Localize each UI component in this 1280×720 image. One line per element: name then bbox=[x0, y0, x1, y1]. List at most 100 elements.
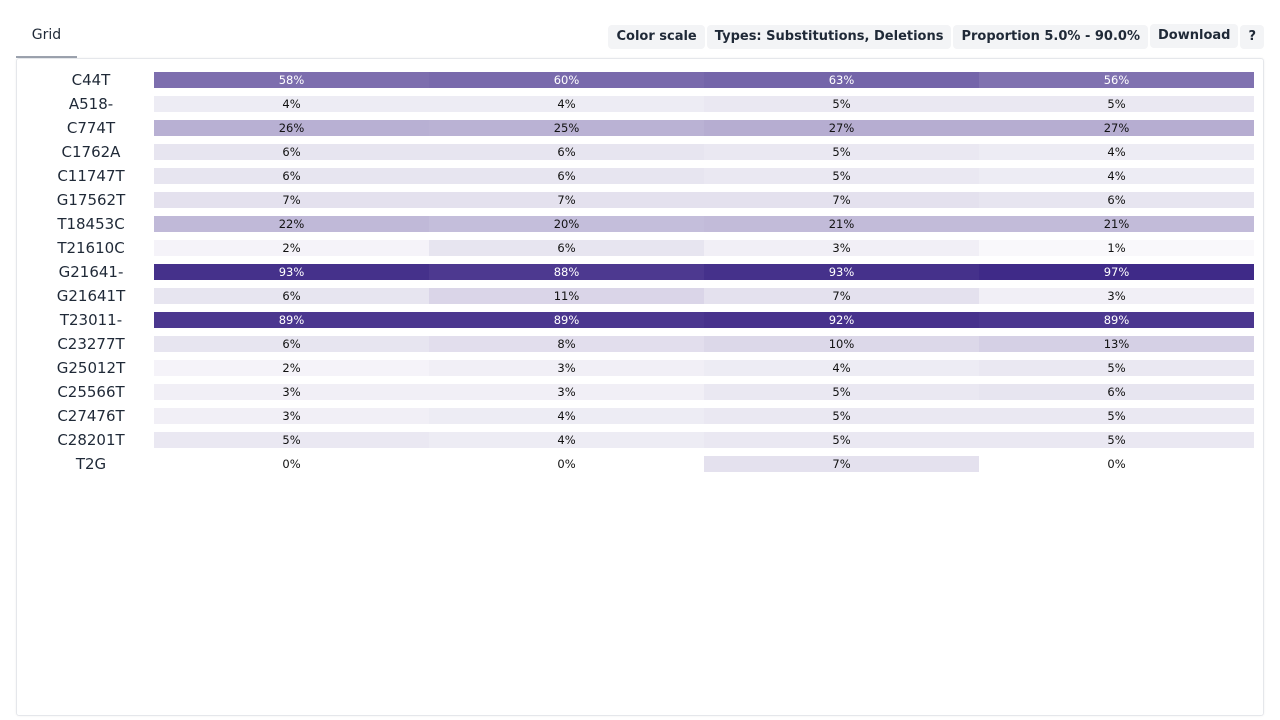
grid-cell[interactable]: 3% bbox=[154, 408, 429, 424]
mutation-label: C11747T bbox=[57, 167, 125, 185]
grid-cell[interactable]: 92% bbox=[704, 312, 979, 328]
grid-cell[interactable]: 4% bbox=[429, 408, 704, 424]
tab-grid[interactable]: Grid bbox=[16, 24, 77, 58]
grid-cell[interactable]: 0% bbox=[979, 456, 1254, 472]
grid-cell[interactable]: 2% bbox=[154, 360, 429, 376]
table-row: T21610C 2% 6% 3% 1% bbox=[17, 237, 1263, 261]
grid-cell[interactable]: 6% bbox=[979, 384, 1254, 400]
grid-cell[interactable]: 89% bbox=[979, 312, 1254, 328]
grid-cell[interactable]: 5% bbox=[979, 96, 1254, 112]
grid-panel: C44T 58% 60% 63% 56% A518- 4% 4% 5% 5% C774T 26% 25%… bbox=[16, 58, 1264, 716]
proportion-filter-button[interactable]: Proportion 5.0% - 90.0% bbox=[953, 25, 1148, 49]
grid-cell[interactable]: 63% bbox=[704, 72, 979, 88]
grid-cell[interactable]: 4% bbox=[979, 168, 1254, 184]
mutation-label: G21641- bbox=[58, 263, 124, 281]
mutation-label: T23011- bbox=[59, 311, 123, 329]
grid-cell[interactable]: 3% bbox=[704, 240, 979, 256]
grid-cell[interactable]: 4% bbox=[429, 96, 704, 112]
mutation-label: C44T bbox=[71, 71, 111, 89]
grid-cell[interactable]: 8% bbox=[429, 336, 704, 352]
grid-cell[interactable]: 58% bbox=[154, 72, 429, 88]
grid-cell[interactable]: 3% bbox=[429, 384, 704, 400]
grid-cell[interactable]: 3% bbox=[154, 384, 429, 400]
grid-cell[interactable]: 5% bbox=[704, 384, 979, 400]
grid-cell[interactable]: 20% bbox=[429, 216, 704, 232]
grid-cell[interactable]: 60% bbox=[429, 72, 704, 88]
table-row: G17562T 7% 7% 7% 6% bbox=[17, 189, 1263, 213]
grid-cell[interactable]: 5% bbox=[154, 432, 429, 448]
grid-cell[interactable]: 27% bbox=[979, 120, 1254, 136]
grid-cell[interactable]: 26% bbox=[154, 120, 429, 136]
grid-cell[interactable]: 22% bbox=[154, 216, 429, 232]
grid-cell[interactable]: 89% bbox=[154, 312, 429, 328]
grid-cell[interactable]: 4% bbox=[979, 144, 1254, 160]
grid-cell[interactable]: 4% bbox=[154, 96, 429, 112]
grid-cell[interactable]: 6% bbox=[979, 192, 1254, 208]
tab-bar: Grid bbox=[16, 0, 1264, 58]
grid-cell[interactable]: 5% bbox=[979, 432, 1254, 448]
grid-cell[interactable]: 5% bbox=[704, 96, 979, 112]
color-scale-button[interactable]: Color scale bbox=[608, 25, 705, 49]
table-row: C27476T 3% 4% 5% 5% bbox=[17, 405, 1263, 429]
table-row: C11747T 6% 6% 5% 4% bbox=[17, 165, 1263, 189]
grid-cell[interactable]: 25% bbox=[429, 120, 704, 136]
grid-cell[interactable]: 21% bbox=[979, 216, 1254, 232]
mutation-label: A518- bbox=[68, 95, 114, 113]
table-row: T23011- 89% 89% 92% 89% bbox=[17, 309, 1263, 333]
grid-cell[interactable]: 5% bbox=[704, 144, 979, 160]
grid-cell[interactable]: 5% bbox=[979, 408, 1254, 424]
grid-cell[interactable]: 7% bbox=[704, 288, 979, 304]
grid-cell[interactable]: 6% bbox=[154, 168, 429, 184]
grid-cell[interactable]: 93% bbox=[704, 264, 979, 280]
mutation-label: G21641T bbox=[56, 287, 126, 305]
mutation-label: C28201T bbox=[57, 431, 125, 449]
grid-cell[interactable]: 6% bbox=[154, 336, 429, 352]
grid-cell[interactable]: 6% bbox=[154, 144, 429, 160]
grid-cell[interactable]: 56% bbox=[979, 72, 1254, 88]
grid-cell[interactable]: 13% bbox=[979, 336, 1254, 352]
grid-cell[interactable]: 0% bbox=[429, 456, 704, 472]
grid-cell[interactable]: 5% bbox=[979, 360, 1254, 376]
table-row: C1762A 6% 6% 5% 4% bbox=[17, 141, 1263, 165]
grid-cell[interactable]: 6% bbox=[429, 168, 704, 184]
grid-cell[interactable]: 4% bbox=[704, 360, 979, 376]
grid-cell[interactable]: 6% bbox=[154, 288, 429, 304]
grid-cell[interactable]: 3% bbox=[429, 360, 704, 376]
table-row: T18453C 22% 20% 21% 21% bbox=[17, 213, 1263, 237]
grid-cell[interactable]: 7% bbox=[704, 192, 979, 208]
grid-cell[interactable]: 11% bbox=[429, 288, 704, 304]
grid-cell[interactable]: 93% bbox=[154, 264, 429, 280]
table-row: C23277T 6% 8% 10% 13% bbox=[17, 333, 1263, 357]
grid-cell[interactable]: 5% bbox=[704, 432, 979, 448]
mutation-label: G25012T bbox=[56, 359, 126, 377]
grid-cell[interactable]: 0% bbox=[154, 456, 429, 472]
grid-cell[interactable]: 27% bbox=[704, 120, 979, 136]
grid-cell[interactable]: 10% bbox=[704, 336, 979, 352]
table-row: C774T 26% 25% 27% 27% bbox=[17, 117, 1263, 141]
download-button[interactable]: Download bbox=[1150, 24, 1239, 48]
types-filter-button[interactable]: Types: Substitutions, Deletions bbox=[706, 25, 952, 49]
grid-cell[interactable]: 6% bbox=[429, 144, 704, 160]
grid-cell[interactable]: 1% bbox=[979, 240, 1254, 256]
grid-cell[interactable]: 97% bbox=[979, 264, 1254, 280]
table-row: G21641T 6% 11% 7% 3% bbox=[17, 285, 1263, 309]
grid-cell[interactable]: 5% bbox=[704, 168, 979, 184]
mutation-grid: C44T 58% 60% 63% 56% A518- 4% 4% 5% 5% C774T 26% 25%… bbox=[17, 69, 1263, 477]
table-row: C25566T 3% 3% 5% 6% bbox=[17, 381, 1263, 405]
grid-cell[interactable]: 88% bbox=[429, 264, 704, 280]
grid-cell[interactable]: 5% bbox=[704, 408, 979, 424]
grid-cell[interactable]: 2% bbox=[154, 240, 429, 256]
grid-cell[interactable]: 4% bbox=[429, 432, 704, 448]
mutation-label: C1762A bbox=[61, 143, 121, 161]
grid-cell[interactable]: 89% bbox=[429, 312, 704, 328]
grid-cell[interactable]: 7% bbox=[704, 456, 979, 472]
mutation-label: G17562T bbox=[56, 191, 126, 209]
grid-cell[interactable]: 21% bbox=[704, 216, 979, 232]
grid-cell[interactable]: 7% bbox=[154, 192, 429, 208]
toolbar: Color scale Types: Substitutions, Deleti… bbox=[608, 24, 1264, 49]
grid-cell[interactable]: 6% bbox=[429, 240, 704, 256]
grid-cell[interactable]: 7% bbox=[429, 192, 704, 208]
grid-cell[interactable]: 3% bbox=[979, 288, 1254, 304]
mutation-label: C774T bbox=[66, 119, 116, 137]
help-button[interactable]: ? bbox=[1240, 25, 1264, 49]
